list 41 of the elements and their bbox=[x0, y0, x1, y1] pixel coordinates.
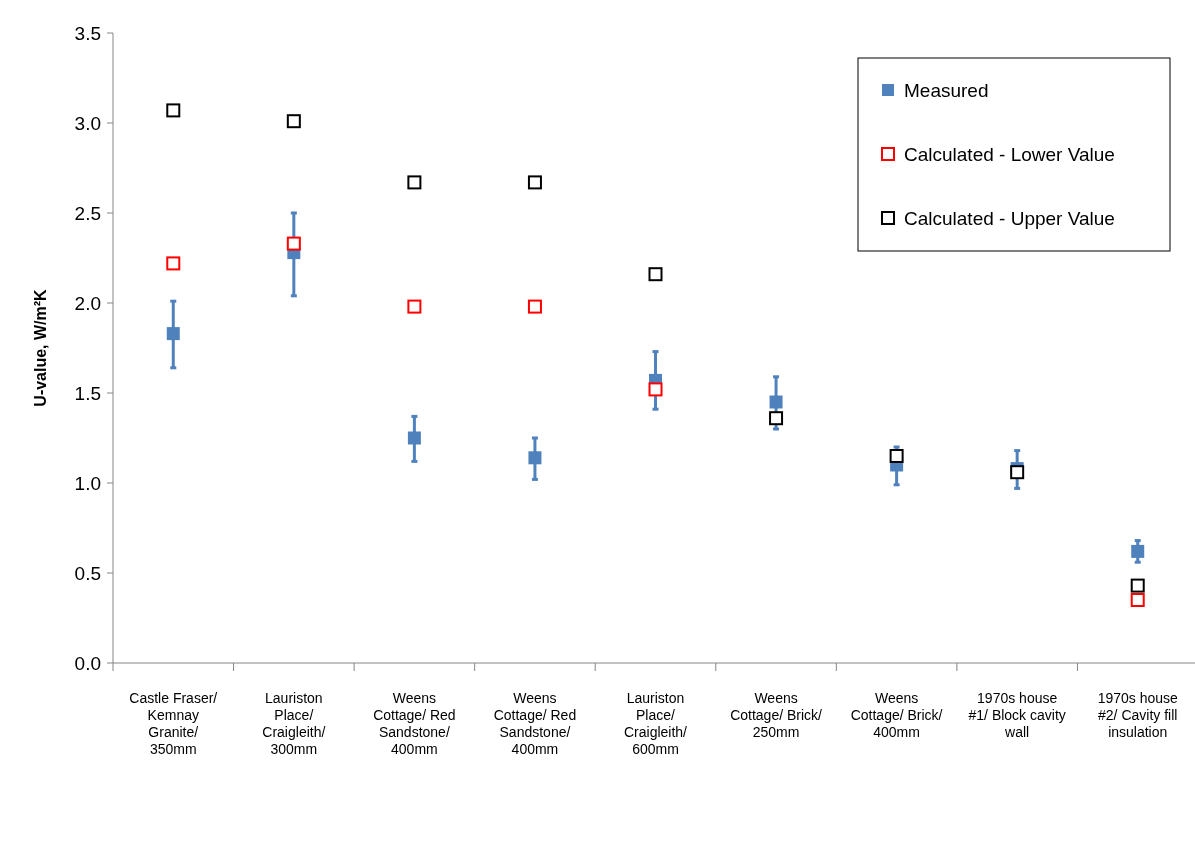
point bbox=[1010, 465, 1025, 480]
y-tick-label: 3.5 bbox=[74, 22, 101, 44]
x-tick-label: Weens Cottage/ Brick/ 250mm bbox=[730, 690, 823, 740]
point bbox=[527, 175, 542, 190]
x-tick-label: Weens Cottage/ Brick/ 400mm bbox=[850, 690, 943, 740]
point bbox=[528, 451, 542, 465]
legend-label: Measured bbox=[904, 79, 989, 101]
x-tick-label: Castle Fraser/ Kemnay Granite/ 350mm bbox=[129, 690, 218, 757]
point bbox=[527, 299, 542, 314]
x-tick-label: Weens Cottage/ Red Sandstone/ 400mm bbox=[493, 690, 577, 757]
y-tick-label: 3.0 bbox=[74, 112, 101, 134]
point bbox=[769, 411, 784, 426]
point bbox=[1130, 578, 1145, 593]
point bbox=[407, 299, 422, 314]
point bbox=[648, 382, 663, 397]
x-tick-label: Lauriston Place/ Craigleith/ 600mm bbox=[623, 690, 688, 757]
point bbox=[648, 267, 663, 282]
y-tick-label: 0.0 bbox=[74, 652, 101, 674]
point bbox=[166, 327, 180, 341]
x-tick-label: Lauriston Place/ Craigleith/ 300mm bbox=[262, 690, 326, 757]
point bbox=[407, 175, 422, 190]
y-tick-label: 1.5 bbox=[74, 382, 101, 404]
y-tick-label: 2.5 bbox=[74, 202, 101, 224]
point bbox=[407, 431, 421, 445]
x-tick-label: Weens Cottage/ Red Sandstone/ 400mm bbox=[373, 690, 456, 757]
legend-label: Calculated - Lower Value bbox=[904, 143, 1115, 165]
point bbox=[1131, 544, 1145, 558]
point bbox=[286, 236, 301, 251]
y-tick-label: 0.5 bbox=[74, 562, 101, 584]
legend-label: Calculated - Upper Value bbox=[904, 207, 1115, 229]
point bbox=[1130, 593, 1145, 607]
point bbox=[889, 449, 904, 463]
x-tick-label: 1970s house #1/ Block cavity wall bbox=[968, 690, 1066, 740]
point bbox=[769, 395, 783, 409]
y-tick-label: 1.0 bbox=[74, 472, 101, 494]
point bbox=[286, 114, 301, 129]
point bbox=[166, 103, 181, 118]
y-axis-title: U-value, W/m²K bbox=[32, 288, 49, 407]
x-tick-label: 1970s house #2/ Cavity fill insulation bbox=[1097, 690, 1179, 740]
point bbox=[166, 256, 181, 271]
y-tick-label: 2.0 bbox=[74, 292, 101, 314]
